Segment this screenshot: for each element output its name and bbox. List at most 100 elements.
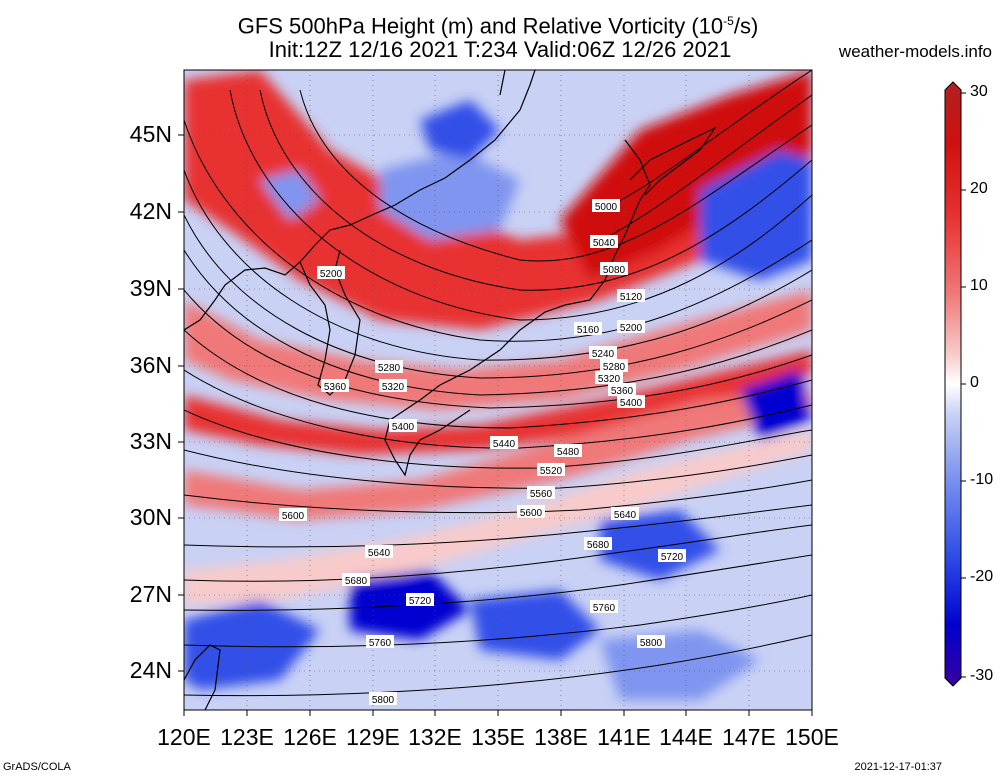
svg-text:5320: 5320 [382,382,405,393]
contour-label: 5200 [317,266,345,280]
contour-label: 5160 [574,322,602,336]
title-exponent: -5 [723,14,734,28]
chart-subtitle: Init:12Z 12/16 2021 T:234 Valid:06Z 12/2… [268,37,732,62]
svg-text:5240: 5240 [592,349,615,360]
contour-label: 5800 [637,635,665,649]
contour-label: 5600 [517,505,545,519]
contour-label: 5280 [375,360,403,374]
lat-label: 42N [129,198,172,224]
lat-label: 30N [129,504,172,530]
footer-right: 2021-12-17-01:37 [854,761,942,773]
colorbar-tick-label: -30 [970,667,994,684]
svg-text:5480: 5480 [557,447,580,458]
site-credit: weather-models.info [838,42,992,61]
contour-label: 5360 [321,379,349,393]
contour-label: 5320 [595,371,623,385]
lon-label: 135E [471,724,525,750]
svg-text:5640: 5640 [614,510,637,521]
svg-text:5320: 5320 [598,374,621,385]
svg-text:5720: 5720 [409,596,432,607]
contour-label: 5200 [617,320,645,334]
lon-label: 120E [157,724,211,750]
svg-text:5000: 5000 [595,202,618,213]
contour-label: 5680 [584,537,612,551]
svg-text:5600: 5600 [282,511,305,522]
lat-label: 24N [129,657,172,683]
lon-label: 132E [408,724,462,750]
contour-label: 5680 [342,573,370,587]
contour-label: 5720 [406,593,434,607]
contour-label: 5320 [379,379,407,393]
svg-text:5760: 5760 [369,638,392,649]
contour-label: 5600 [279,508,307,522]
svg-text:5040: 5040 [593,238,616,249]
svg-text:5360: 5360 [611,386,634,397]
footer-left: GrADS/COLA [3,761,71,773]
svg-text:5280: 5280 [378,363,401,374]
contour-label: 5720 [658,549,686,563]
axis-ticks [178,134,813,716]
title-units: /s) [733,13,759,39]
colorbar-tick-label: 30 [970,83,988,100]
svg-text:5360: 5360 [324,382,347,393]
colorbar-tick-label: 10 [970,277,988,294]
coastlines [184,70,717,710]
lat-label: 45N [129,121,172,147]
contour-label: 5520 [537,463,565,477]
svg-text:5680: 5680 [345,576,368,587]
svg-text:5080: 5080 [603,265,626,276]
title-text: GFS 500hPa Height (m) and Relative Vorti… [237,13,724,39]
vorticity-field [184,70,812,710]
svg-text:5200: 5200 [320,269,343,280]
contour-label: 5120 [617,289,645,303]
colorbar [944,81,966,687]
contour-label: 5560 [527,486,555,500]
contour-label: 5000 [592,199,620,213]
svg-text:5160: 5160 [577,325,600,336]
contour-label: 5400 [389,419,417,433]
contour-label: 5040 [590,235,618,249]
colorbar-tick-label: 0 [970,374,979,391]
contour-label: 5400 [617,395,645,409]
contour-label: 5800 [369,692,397,706]
lat-label: 39N [129,275,172,301]
svg-text:5800: 5800 [372,695,395,706]
contour-label: 5240 [589,346,617,360]
svg-text:5120: 5120 [620,292,643,303]
svg-text:5680: 5680 [587,540,610,551]
svg-text:5400: 5400 [620,398,643,409]
contour-label: 5640 [365,545,393,559]
lat-label: 27N [129,581,172,607]
lon-label: 123E [220,724,274,750]
contour-label: 5760 [366,635,394,649]
colorbar-tick-label: -10 [970,471,994,488]
lon-label: 126E [283,724,337,750]
contour-label: 5440 [490,436,518,450]
svg-text:5600: 5600 [520,508,543,519]
contour-label: 5480 [554,444,582,458]
lon-label: 150E [785,724,839,750]
svg-text:5200: 5200 [620,323,643,334]
svg-text:5400: 5400 [392,422,415,433]
svg-text:5440: 5440 [493,439,516,450]
colorbar-tick-label: -20 [970,568,994,585]
lat-label: 36N [129,352,172,378]
contour-label: 5280 [600,359,628,373]
chart-title: GFS 500hPa Height (m) and Relative Vorti… [0,8,998,39]
contour-label: 5360 [608,383,636,397]
contour-label: 5760 [590,600,618,614]
svg-text:5720: 5720 [661,552,684,563]
lon-label: 138E [534,724,588,750]
colorbar-tick-label: 20 [970,180,988,197]
height-contours [184,70,812,697]
lon-label: 144E [659,724,713,750]
lat-label: 33N [129,428,172,454]
svg-text:5280: 5280 [603,362,626,373]
svg-text:5640: 5640 [368,548,391,559]
svg-text:5760: 5760 [593,603,616,614]
svg-text:5520: 5520 [540,466,563,477]
svg-text:5800: 5800 [640,638,663,649]
lon-label: 141E [597,724,651,750]
